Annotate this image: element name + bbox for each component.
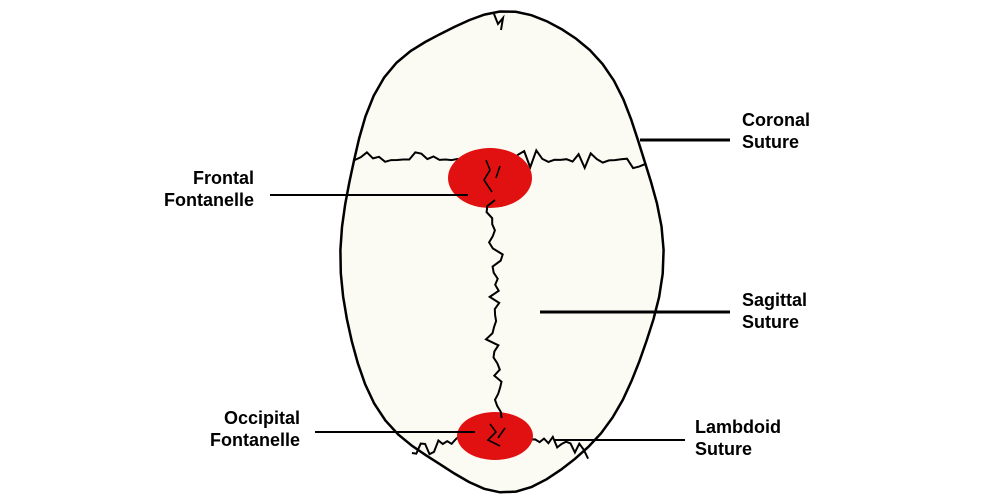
label-sagittal-suture: Sagittal Suture (742, 290, 807, 333)
frontal-fontanelle (448, 148, 532, 208)
label-lambdoid-suture: Lambdoid Suture (695, 417, 781, 460)
occipital-fontanelle (457, 412, 533, 460)
label-coronal-suture: Coronal Suture (742, 110, 810, 153)
label-frontal-fontanelle: Frontal Fontanelle (164, 168, 254, 211)
skull-diagram (0, 0, 1000, 500)
label-occipital-fontanelle: Occipital Fontanelle (210, 408, 300, 451)
